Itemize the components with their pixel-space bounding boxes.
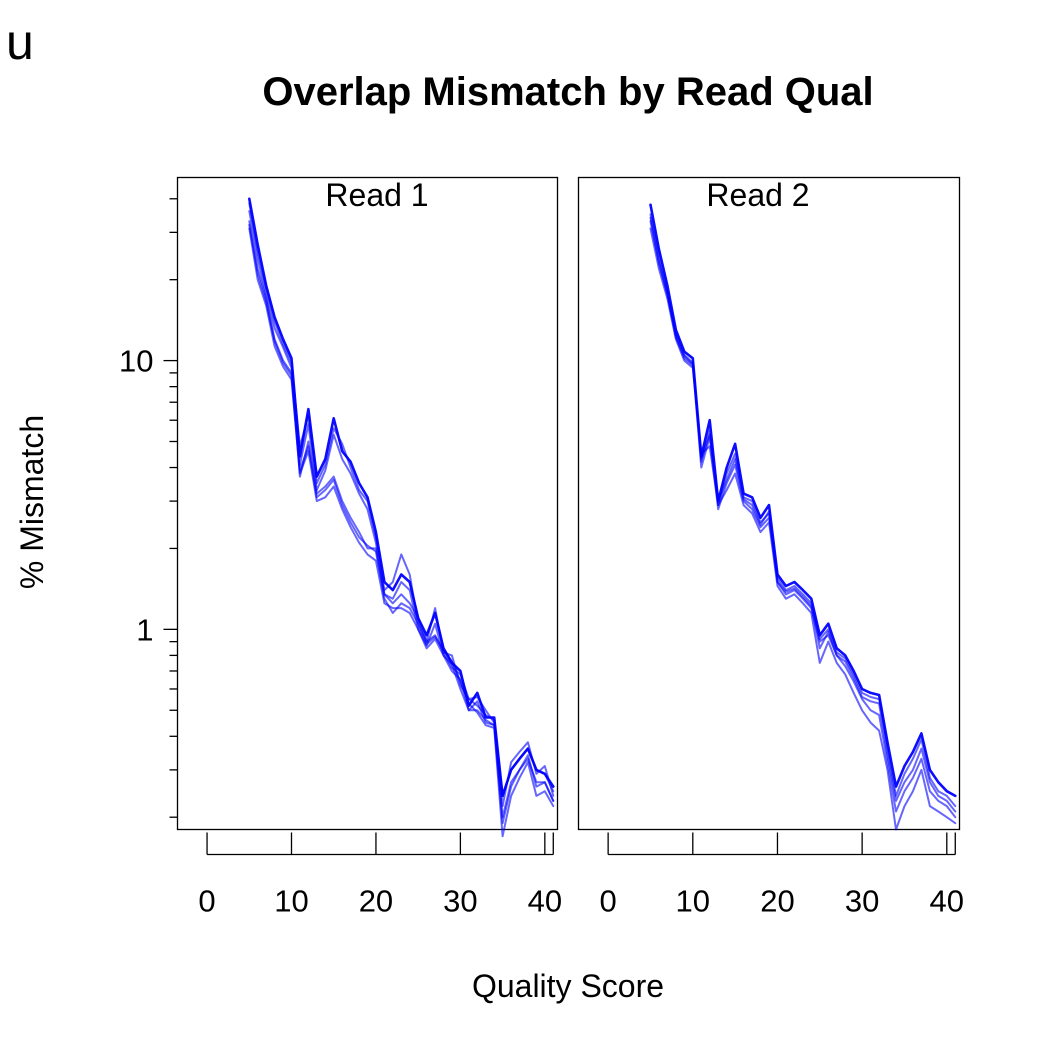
x-tick-label: 20 [359, 884, 393, 919]
series-line-1 [248, 197, 555, 798]
x-tick-label: 0 [198, 884, 215, 919]
x-tick-label: 10 [676, 884, 710, 919]
x-axis-label: Quality Score [472, 968, 664, 1004]
y-tick-label: 1 [136, 612, 153, 647]
x-tick-label: 30 [845, 884, 879, 919]
x-tick-label: 40 [528, 884, 562, 919]
series-line-1 [649, 203, 957, 798]
x-tick-label: 0 [600, 884, 617, 919]
y-tick-label: 10 [119, 344, 153, 379]
series-line-4 [649, 227, 957, 831]
series-line-5 [248, 227, 555, 825]
series-line-2 [248, 202, 555, 808]
strip-label: Read 1 [325, 177, 428, 213]
x-axis: 0 10 20 30 40 [600, 832, 964, 919]
panel-read-2: Read 2 0 10 20 30 40 [577, 176, 964, 919]
y-axis-label: % Mismatch [14, 415, 50, 589]
x-tick-label: 10 [274, 884, 308, 919]
series-line-3 [649, 220, 957, 813]
x-axis: 0 10 20 30 40 [198, 832, 562, 919]
series-group [649, 203, 957, 831]
panel-read-1: Read 1 0 10 20 30 40 [176, 176, 562, 919]
x-tick-label: 20 [760, 884, 794, 919]
panel-frame [176, 176, 559, 831]
x-tick-label: 40 [930, 884, 964, 919]
chart-title: Overlap Mismatch by Read Qual [262, 70, 873, 114]
series-line-4 [248, 220, 555, 797]
x-tick-label: 30 [443, 884, 477, 919]
strip-label: Read 2 [706, 177, 809, 213]
series-group [248, 197, 555, 838]
panel-letter: u [6, 14, 34, 70]
series-line-5 [649, 216, 957, 819]
series-line-3 [248, 210, 555, 819]
series-line-6 [248, 223, 555, 838]
panel-frame [577, 176, 961, 831]
series-line-2 [649, 213, 957, 808]
y-axis: 1 10 [119, 198, 178, 818]
